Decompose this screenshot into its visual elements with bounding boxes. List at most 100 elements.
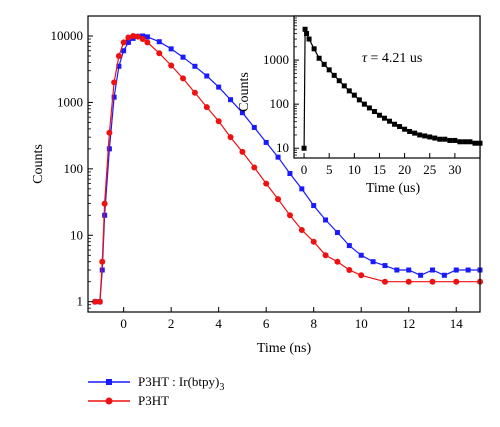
inset-plot-frame xyxy=(293,15,481,159)
main-series-1-point xyxy=(346,267,353,274)
main-series-1-point xyxy=(453,278,460,285)
main-series-0-point xyxy=(125,39,131,45)
inset-series-0-point xyxy=(412,130,418,136)
main-y-axis-label: Counts xyxy=(31,144,46,184)
inset-y-axis-label: Counts xyxy=(237,72,252,112)
main-series-1-point xyxy=(405,278,412,285)
main-series-1-point xyxy=(298,227,305,234)
inset-series-0-point xyxy=(302,26,308,32)
legend-label-p3ht-ir: P3HT : Ir(btpy)3 xyxy=(138,374,224,393)
main-y-axis: 1 10 100 1000 10000 xyxy=(51,15,93,313)
inset-series-0-point xyxy=(351,92,357,98)
legend-label-p3ht: P3HT xyxy=(138,393,169,408)
main-series-0-point xyxy=(180,54,186,60)
inset-series-0-point xyxy=(341,83,347,89)
inset-series-0-point xyxy=(467,139,473,145)
main-series-1-point xyxy=(322,252,329,259)
main-series-0-point xyxy=(263,139,269,145)
main-series-1-point xyxy=(101,200,108,207)
main-series-0-point xyxy=(370,259,376,265)
main-series-1-point xyxy=(310,238,317,245)
inset-series-0-point xyxy=(407,128,413,134)
main-series-1-point xyxy=(156,50,163,57)
main-series-1-point xyxy=(358,272,365,279)
inset-background xyxy=(294,16,480,158)
main-series-0-point xyxy=(228,97,234,103)
main-series-1-point xyxy=(99,258,106,265)
main-series-1-point xyxy=(239,148,246,155)
main-series-1-point xyxy=(334,258,341,265)
legend-entry-p3ht: P3HT xyxy=(88,393,169,408)
inset-series-layer xyxy=(301,26,483,151)
main-series-0-point xyxy=(299,186,305,192)
inset-series-0-point xyxy=(392,121,398,127)
main-series-1-point xyxy=(191,89,198,96)
main-series-0-point xyxy=(251,124,257,130)
main-series-1-point xyxy=(115,52,122,59)
main-series-1-point xyxy=(92,298,99,305)
main-series-1-point xyxy=(263,180,270,187)
inset-x-axis-label: Time (us) xyxy=(366,181,421,196)
main-x-tick-label: 4 xyxy=(215,316,222,331)
inset-series-0-point xyxy=(381,115,387,121)
main-series-1-point xyxy=(180,75,187,82)
inset-series-0-point xyxy=(371,109,377,115)
inset-x-tick-label: 10 xyxy=(348,162,361,177)
main-series-0-point xyxy=(111,94,117,100)
inset-x-tick-label: 30 xyxy=(448,162,461,177)
inset-series-0-point xyxy=(422,133,428,139)
inset-series-0-point xyxy=(447,137,453,143)
main-series-1-point xyxy=(429,278,436,285)
inset-series-0-point xyxy=(432,135,438,141)
inset-y-tick-label: 10 xyxy=(276,140,289,155)
inset-series-0-point xyxy=(326,67,332,73)
inset-series-0-point xyxy=(462,139,468,145)
main-series-0-point xyxy=(106,146,112,152)
inset-series-0-point xyxy=(346,88,352,94)
main-series-0-point xyxy=(144,34,150,40)
inset-annotation: τ = 4.21 us xyxy=(362,51,422,66)
inset-x-tick-label: 20 xyxy=(398,162,411,177)
main-y-tick-label: 100 xyxy=(64,161,84,176)
main-series-1-point xyxy=(251,164,258,171)
main-series-0-point xyxy=(441,272,447,278)
main-series-1-point xyxy=(120,39,127,46)
main-series-1-point xyxy=(130,32,137,39)
main-series-1-point xyxy=(96,298,103,305)
main-y-tick-label: 1000 xyxy=(57,94,83,109)
inset-series-0-point xyxy=(457,139,463,145)
main-x-tick-label: 14 xyxy=(450,316,464,331)
main-series-1-point xyxy=(144,39,151,46)
inset-series-0-point xyxy=(336,78,342,84)
main-series-0-point xyxy=(394,267,400,273)
inset-series-0-point xyxy=(356,97,362,103)
main-series-0-point xyxy=(311,203,317,209)
main-series-0-point xyxy=(334,230,340,236)
main-series-1-point xyxy=(381,278,388,285)
main-plot-frame xyxy=(87,15,481,313)
inset-series-0-point xyxy=(402,126,408,132)
main-series-1-point xyxy=(134,33,141,40)
inset-series-0-point xyxy=(376,112,382,118)
legend-entry-p3ht-ir: P3HT : Ir(btpy)3 xyxy=(88,374,224,393)
inset-y-tick-label: 100 xyxy=(270,96,290,111)
main-series-0-point xyxy=(465,267,471,273)
inset-series-0-point xyxy=(417,132,423,138)
main-x-tick-label: 12 xyxy=(402,316,415,331)
main-series-1-point xyxy=(215,118,222,125)
inset-series-0-point xyxy=(301,145,307,151)
main-x-tick-label: 10 xyxy=(355,316,368,331)
legend-marker-blue xyxy=(106,379,112,385)
tau-symbol: τ xyxy=(362,51,368,66)
main-series-0-point xyxy=(216,84,222,90)
main-series-0-point xyxy=(406,267,412,273)
main-y-tick-label: 10 xyxy=(70,227,83,242)
main-series-0-point xyxy=(140,33,146,39)
main-x-axis-label: Time (ns) xyxy=(257,341,312,356)
main-series-0-point xyxy=(116,63,122,69)
main-series-0-point xyxy=(204,73,210,79)
inset-x-tick-label: 5 xyxy=(326,162,333,177)
inset-y-axis: 10 100 1000 xyxy=(263,17,299,159)
inset-x-tick-label: 15 xyxy=(373,162,386,177)
